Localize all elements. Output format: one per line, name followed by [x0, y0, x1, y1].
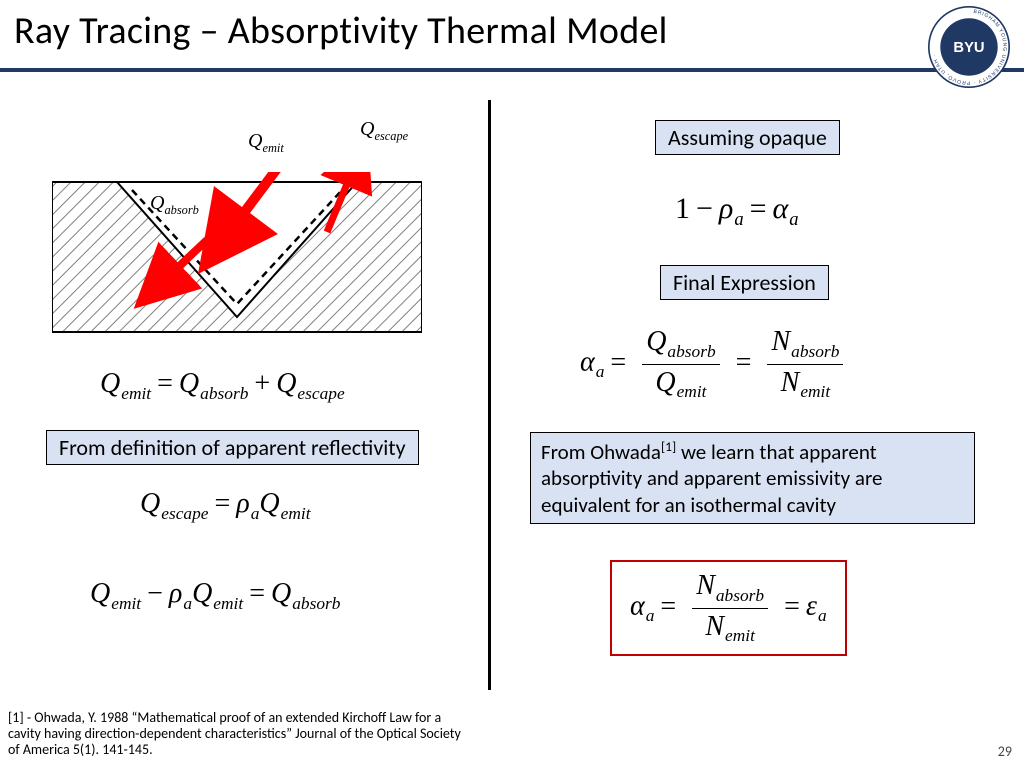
box-final-expression: Final Expression: [660, 265, 829, 300]
byu-logo: BYU BRIGHAM YOUNG UNIVERSITY · PROVO, UT…: [928, 6, 1010, 88]
label-q-emit: Qemit: [248, 130, 284, 156]
right-column: Assuming opaque 1−ρa=αa Final Expression…: [500, 100, 1024, 768]
slide-header: Ray Tracing – Absorptivity Thermal Model…: [0, 0, 1024, 95]
svg-text:BYU: BYU: [953, 40, 984, 56]
column-divider: [488, 100, 491, 690]
cavity-diagram: [52, 172, 422, 342]
page-number: 29: [998, 743, 1012, 760]
box-reflectivity-defn: From definition of apparent reflectivity: [46, 430, 419, 465]
eq-qabsorb: Qemit−ρaQemit=Qabsorb: [90, 578, 340, 614]
eq-alpha-fracs: αa= QabsorbQemit = NabsorbNemit: [580, 326, 846, 402]
slide-content: Qemit Qescape Qabsorb Qemit=Qab: [0, 100, 1024, 768]
box-key-result: αa= NabsorbNemit =εa: [610, 560, 847, 656]
slide-title: Ray Tracing – Absorptivity Thermal Model: [14, 8, 1010, 54]
eq-qescape: Qescape=ρaQemit: [140, 488, 311, 524]
eq-opaque: 1−ρa=αa: [675, 192, 799, 231]
label-q-escape: Qescape: [360, 118, 408, 144]
eq-qemit-balance: Qemit=Qabsorb+Qescape: [100, 368, 345, 404]
citation-text: [1] - Ohwada, Y. 1988 “Mathematical proo…: [8, 710, 468, 758]
eq-key-result: αa= NabsorbNemit =εa: [630, 570, 827, 646]
box-ohwada-note: From Ohwada[1] we learn that apparent ab…: [530, 432, 975, 524]
box-assuming-opaque: Assuming opaque: [655, 120, 840, 155]
title-underline: [0, 68, 1024, 72]
left-column: Qemit Qescape Qabsorb Qemit=Qab: [0, 100, 485, 768]
